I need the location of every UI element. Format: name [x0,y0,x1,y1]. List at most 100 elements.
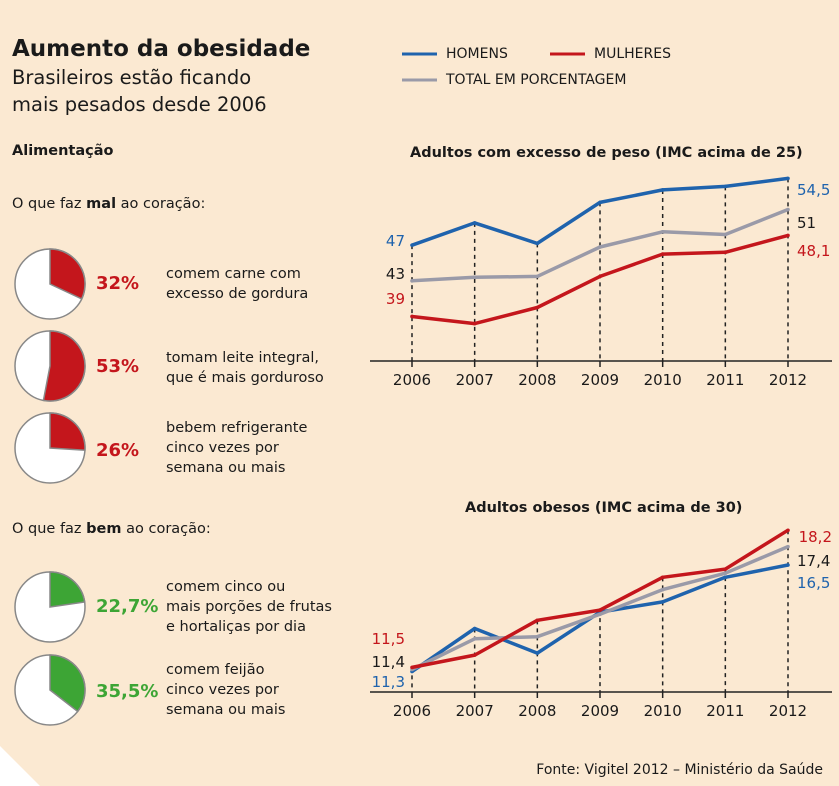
point-total-2007 [472,636,477,641]
data-label-last-men: 54,5 [797,181,830,199]
pie-slice-good-1 [49,654,86,713]
point-women-2012 [786,233,790,238]
subtitle-line-2: mais pesados desde 2006 [12,93,267,116]
point-total-2009 [598,245,602,249]
data-label-last-men: 16,5 [797,574,830,592]
section-title: Alimentação [12,143,114,159]
point-men-2011 [723,184,728,189]
point-total-2008 [535,274,540,279]
pie-slice-good-0 [49,571,86,608]
point-men-2011 [723,575,728,580]
pct-good-0: 22,7% [96,596,159,617]
point-men-2006 [410,243,414,247]
point-women-2007 [472,653,477,657]
point-women-2010 [660,575,665,580]
point-women-2009 [598,274,602,279]
data-label-first-women: 11,5 [372,630,405,648]
page-title: Aumento da obesidade [12,36,311,62]
point-women-2008 [535,618,540,623]
x-tick-label-2008: 2008 [518,371,556,389]
pie-slice-bad-0 [49,248,86,300]
point-total-2012 [786,207,790,212]
data-label-last-total: 17,4 [797,552,830,570]
corner-decoration [0,746,40,786]
x-tick-label-2007: 2007 [456,702,494,720]
pie-slice-bad-1 [42,330,86,402]
pie-chart-bad-0 [14,248,86,320]
desc-good-1: comem feijão cinco vezes por semana ou mai… [166,662,286,718]
pie-slice-bad-2 [49,412,86,451]
x-tick-label-2007: 2007 [456,371,494,389]
point-men-2009 [598,200,602,205]
x-tick-label-2008: 2008 [518,702,556,720]
point-total-2010 [660,587,665,592]
good-group-label: O que faz bem ao coração: [12,521,211,537]
subtitle-line-1: Brasileiros estão ficando [12,66,252,89]
point-total-2010 [660,230,665,234]
point-women-2009 [598,608,602,612]
pct-bad-2: 26% [96,440,140,461]
x-tick-label-2012: 2012 [769,371,807,389]
data-label-first-total: 11,4 [372,653,405,671]
point-men-2007 [472,221,477,225]
pct-good-1: 35,5% [96,681,159,702]
data-label-last-women: 48,1 [797,242,830,260]
bad-group-label: O que faz mal ao coração: [12,196,206,212]
point-women-2006 [410,665,414,670]
point-total-2011 [723,232,728,237]
x-tick-label-2010: 2010 [644,702,682,720]
pie-chart-bad-2 [14,412,86,484]
data-label-first-women: 39 [386,290,405,308]
desc-bad-0: comem carne com excesso de gordura [166,266,309,302]
desc-good-0: comem cinco ou mais porções de frutas e ho… [166,579,332,635]
legend [402,52,585,82]
pie-chart-good-1 [14,654,86,726]
desc-bad-2: bebem refrigerante cinco vezes por semana … [166,420,308,476]
point-men-2012 [786,176,790,181]
point-women-2006 [410,314,414,319]
x-tick-label-2009: 2009 [581,371,619,389]
point-women-2007 [472,321,477,326]
x-tick-label-2006: 2006 [393,371,431,389]
point-men-2007 [472,626,477,631]
data-label-first-total: 43 [386,265,405,283]
point-total-2006 [410,279,414,283]
data-label-last-total: 51 [797,214,816,232]
x-tick-label-2009: 2009 [581,702,619,720]
point-women-2008 [535,305,540,310]
legend-label-women: MULHERES [594,46,671,62]
series-line-women [411,528,789,670]
x-tick-label-2006: 2006 [393,702,431,720]
point-men-2012 [786,563,790,567]
point-women-2012 [786,528,790,533]
x-tick-label-2011: 2011 [706,702,744,720]
point-men-2008 [535,241,540,246]
point-total-2009 [598,612,602,616]
point-total-2012 [786,544,790,549]
point-men-2010 [660,188,665,192]
legend-label-men: HOMENS [446,46,508,62]
point-men-2008 [535,651,540,655]
desc-bad-1: tomam leite integral, que é mais gorduros… [166,350,324,386]
legend-label-total: TOTAL EM PORCENTAGEM [446,72,627,88]
x-tick-label-2010: 2010 [644,371,682,389]
point-total-2007 [472,275,477,280]
point-total-2011 [723,571,728,576]
data-label-first-men: 47 [386,232,405,250]
chart-title-overweight: Adultos com excesso de peso (IMC acima d… [410,145,803,161]
pie-chart-good-0 [14,571,86,643]
point-women-2011 [723,250,728,255]
pie-chart-bad-1 [14,330,86,402]
chart-title-obese: Adultos obesos (IMC acima de 30) [465,500,743,516]
data-label-last-women: 18,2 [799,528,832,546]
point-men-2010 [660,600,665,604]
point-women-2011 [723,567,728,571]
x-tick-label-2012: 2012 [769,702,807,720]
point-total-2008 [535,634,540,639]
x-tick-label-2011: 2011 [706,371,744,389]
source-note: Fonte: Vigitel 2012 – Ministério da Saúd… [536,762,823,778]
data-label-first-men: 11,3 [372,673,405,691]
pct-bad-1: 53% [96,356,140,377]
